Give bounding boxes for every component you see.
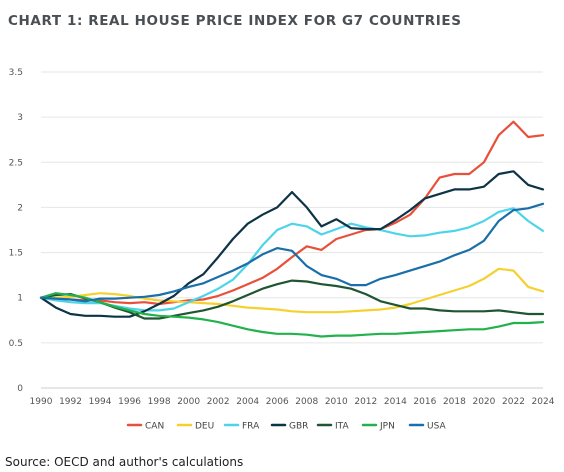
series-lines (39, 120, 545, 338)
x-tick-label: 1994 (89, 397, 112, 407)
legend-label-fra: FRA (242, 422, 260, 432)
x-tick-label: 2024 (532, 397, 555, 407)
y-tick-label: 1.5 (9, 249, 23, 259)
x-tick-label: 2006 (266, 397, 289, 407)
x-tick-label: 2022 (502, 397, 525, 407)
x-tick-label: 2004 (236, 397, 259, 407)
y-tick-label: 3.5 (9, 68, 23, 78)
series-line-can (39, 120, 545, 306)
grid-lines (41, 71, 543, 389)
x-tick-label: 1998 (148, 397, 171, 407)
series-line-usa (39, 202, 545, 303)
x-tick-label: 2014 (384, 397, 407, 407)
x-tick-label: 2016 (413, 397, 436, 407)
axes: 0 0.5 1 1.5 2 2.5 3 3.5 1990 1992 1994 1996 1998 2000… (9, 68, 555, 407)
legend-label-gbr: GBR (289, 422, 308, 432)
legend-label-jpn: JPN (379, 422, 395, 432)
y-tick-label: 2 (17, 203, 23, 213)
x-tick-label: 1992 (59, 397, 82, 407)
series-line-deu (39, 267, 545, 314)
y-tick-label: 0.5 (9, 339, 23, 349)
legend-label-ita: ITA (335, 422, 349, 432)
source-note: Source: OECD and author's calculations (5, 455, 244, 469)
series-line-gbr (39, 170, 545, 318)
legend-label-can: CAN (145, 422, 164, 432)
legend: CAN DEU FRA GBR ITA JPN USA (126, 422, 446, 432)
legend-label-usa: USA (427, 422, 446, 432)
series-line-ita (39, 279, 545, 320)
legend-label-deu: DEU (195, 422, 214, 432)
y-tick-label: 1 (17, 294, 23, 304)
x-tick-label: 2002 (207, 397, 230, 407)
y-tick-label: 0 (17, 384, 23, 394)
series-line-jpn (39, 292, 545, 338)
chart-title: CHART 1: REAL HOUSE PRICE INDEX FOR G7 C… (8, 13, 462, 29)
x-tick-label: 2020 (472, 397, 495, 407)
x-tick-label: 2010 (325, 397, 348, 407)
y-tick-label: 2.5 (9, 158, 23, 168)
x-tick-label: 2008 (295, 397, 318, 407)
x-tick-label: 1996 (118, 397, 141, 407)
series-line-fra (39, 207, 545, 312)
x-tick-label: 2000 (177, 397, 200, 407)
y-tick-label: 3 (17, 113, 23, 123)
x-tick-label: 1990 (30, 397, 53, 407)
x-tick-label: 2018 (443, 397, 466, 407)
x-tick-label: 2012 (354, 397, 377, 407)
